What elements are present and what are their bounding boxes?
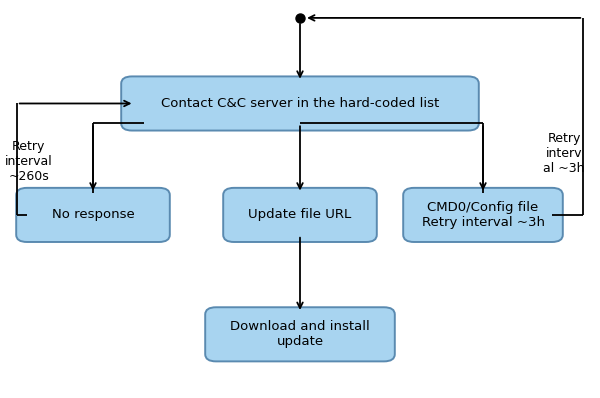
Text: Download and install
update: Download and install update	[230, 320, 370, 348]
FancyBboxPatch shape	[223, 188, 377, 242]
Text: Retry
interv
al ~3h: Retry interv al ~3h	[543, 132, 585, 175]
FancyBboxPatch shape	[205, 307, 395, 361]
FancyBboxPatch shape	[403, 188, 563, 242]
FancyBboxPatch shape	[121, 76, 479, 131]
Text: Update file URL: Update file URL	[248, 209, 352, 221]
Text: Contact C&C server in the hard-coded list: Contact C&C server in the hard-coded lis…	[161, 97, 439, 110]
FancyBboxPatch shape	[16, 188, 170, 242]
Text: No response: No response	[52, 209, 134, 221]
Text: Retry
interval
~260s: Retry interval ~260s	[5, 140, 53, 183]
Text: CMD0/Config file
Retry interval ~3h: CMD0/Config file Retry interval ~3h	[422, 201, 545, 229]
